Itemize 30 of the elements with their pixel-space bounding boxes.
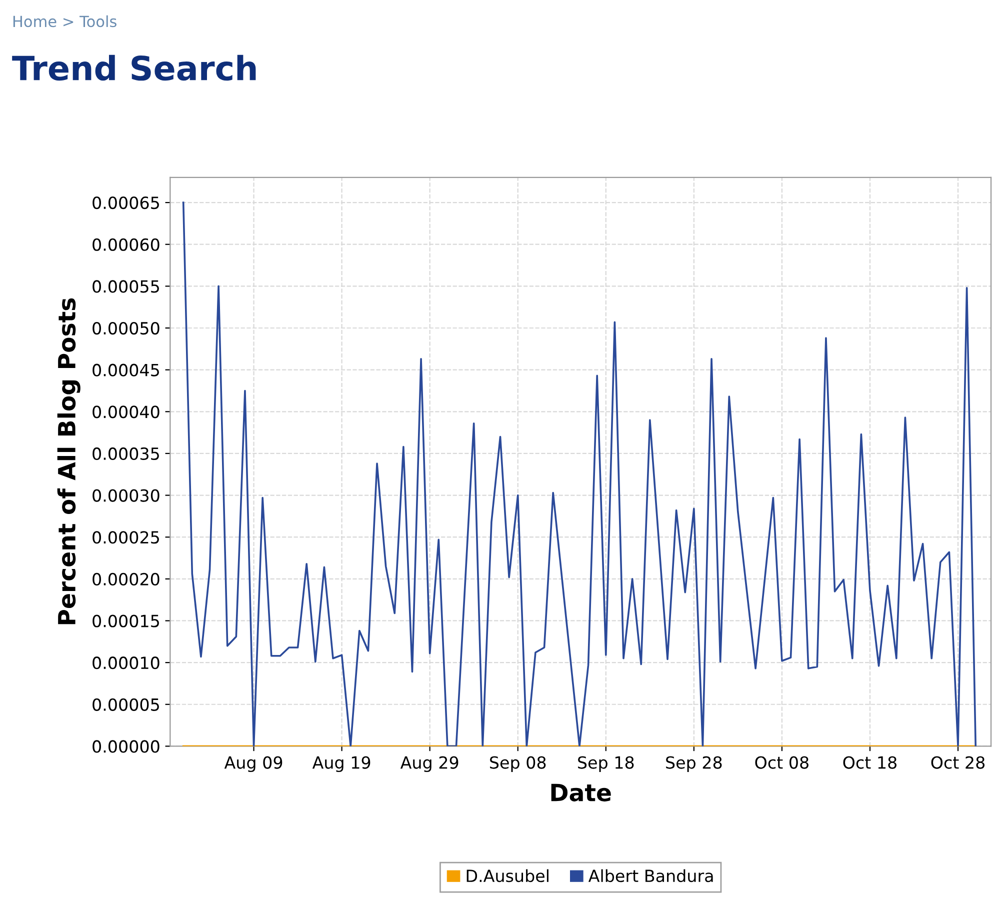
- y-tick-label: 0.00035: [92, 447, 159, 460]
- y-tick-label: 0.00040: [92, 406, 160, 418]
- y-tick-label: 0.00055: [92, 280, 159, 293]
- y-tick-label: 0.00005: [92, 698, 159, 711]
- x-tick-label: Sep 08: [490, 756, 546, 772]
- x-tick-label: Oct 08: [755, 756, 808, 769]
- y-tick-label: 0.00015: [92, 614, 159, 628]
- x-tick-label: Oct 28: [931, 756, 985, 769]
- line-series: [182, 202, 977, 746]
- y-tick-label: 0.00000: [92, 740, 160, 753]
- y-tick-label: 0.00025: [92, 531, 159, 544]
- legend-label: D.Ausubel: [466, 869, 548, 882]
- x-tick-label: Sep 28: [666, 756, 722, 772]
- x-tick-label: Sep 18: [578, 756, 634, 772]
- x-tick-label: Aug 29: [400, 756, 458, 772]
- text: Home > Tools: [13, 15, 116, 28]
- x-axis-title: Date: [551, 784, 611, 802]
- y-tick-label: 0.00020: [92, 572, 160, 586]
- y-tick-label: 0.00065: [92, 196, 159, 210]
- y-tick-label: 0.00050: [92, 322, 160, 335]
- legend-label: Albert Bandura: [588, 869, 713, 882]
- x-tick-label: Aug 19: [312, 756, 370, 772]
- y-tick-label: 0.00045: [92, 364, 159, 376]
- y-tick-label: 0.00010: [92, 656, 160, 670]
- x-tick-label: Aug 09: [224, 756, 282, 772]
- y-tick-label: 0.00060: [92, 238, 160, 251]
- y-axis-title: Percent of All Blog Posts: [57, 298, 80, 624]
- x-tick-label: Oct 18: [843, 756, 896, 769]
- chart-title: Trend Search: [12, 54, 256, 81]
- y-tick-label: 0.00030: [92, 489, 160, 502]
